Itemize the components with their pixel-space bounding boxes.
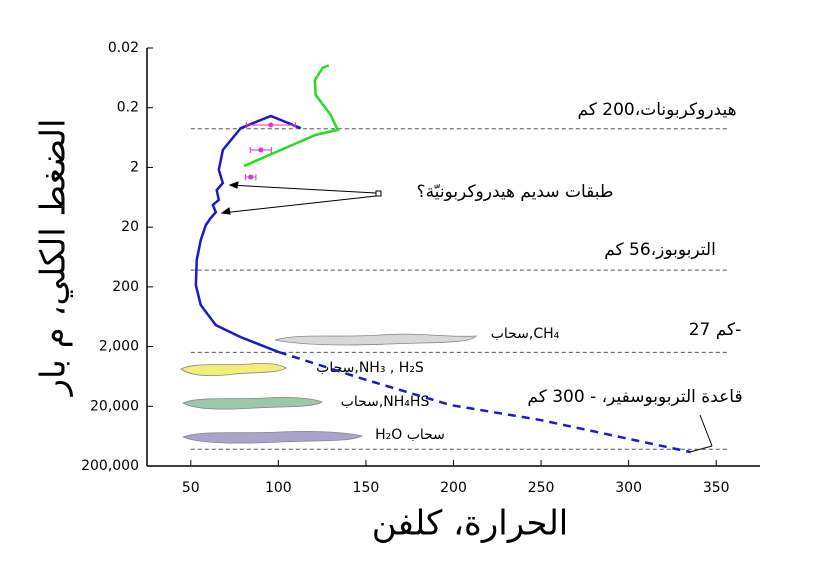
- y-tick-label: 200,000: [81, 458, 139, 474]
- arrow-label: طبقات سديم هيدروكربونيّة؟: [417, 182, 614, 202]
- x-tick-label: 150: [353, 480, 380, 496]
- line: [278, 350, 691, 454]
- reference-label: التربوبوز،56 كم: [604, 240, 716, 260]
- arrows: [220, 181, 713, 453]
- cloud-ch4: [274, 333, 477, 346]
- x-tick-label: 350: [703, 480, 730, 496]
- cloud-nh4hs: [182, 396, 323, 410]
- x-tick-label: 100: [265, 480, 292, 496]
- point: [268, 122, 274, 128]
- y-tick-label: 20: [121, 219, 139, 235]
- y-axis-title: الضغط الكلي، م بار: [34, 119, 74, 398]
- arrow: [221, 195, 377, 214]
- arrow: [689, 445, 713, 453]
- clouds: [180, 333, 477, 444]
- point: [258, 147, 264, 153]
- line: [194, 114, 302, 354]
- cloud-nh3: [180, 362, 287, 376]
- cloud-label: سحاب,CH₄: [491, 326, 560, 342]
- line: [243, 64, 340, 168]
- point: [248, 174, 254, 180]
- arrow: [699, 414, 713, 447]
- cloud-label: H₂O سحاب: [375, 427, 445, 443]
- arrow-head: [220, 207, 231, 215]
- reference-label: قاعدة التربوبوسفير، - 300 كم: [527, 387, 742, 407]
- arrow-head: [228, 181, 239, 189]
- y-tick-label: 200: [112, 279, 139, 295]
- y-tick-label: 2,000: [99, 339, 139, 355]
- reference-label: كم 27-: [689, 320, 742, 340]
- reference-label: هيدروكربونات،200 كم: [577, 100, 736, 120]
- x-tick-label: 300: [615, 480, 642, 496]
- x-axis-title: الحرارة، كلفن: [372, 504, 569, 544]
- x-tick-label: 50: [182, 480, 200, 496]
- y-tick-label: 20,000: [90, 398, 139, 414]
- y-tick-label: 0.02: [108, 40, 139, 56]
- x-tick-label: 200: [440, 480, 467, 496]
- arrow-box: [375, 190, 382, 197]
- cloud-label: سحاب,NH₄HS: [341, 394, 430, 410]
- cloud-label: سحاب,NH₃ , H₂S: [316, 360, 424, 376]
- y-tick-label: 2: [130, 159, 139, 175]
- cloud-h2o: [181, 430, 364, 444]
- x-tick-label: 250: [528, 480, 555, 496]
- y-tick-label: 0.2: [117, 100, 139, 116]
- arrow: [229, 184, 377, 194]
